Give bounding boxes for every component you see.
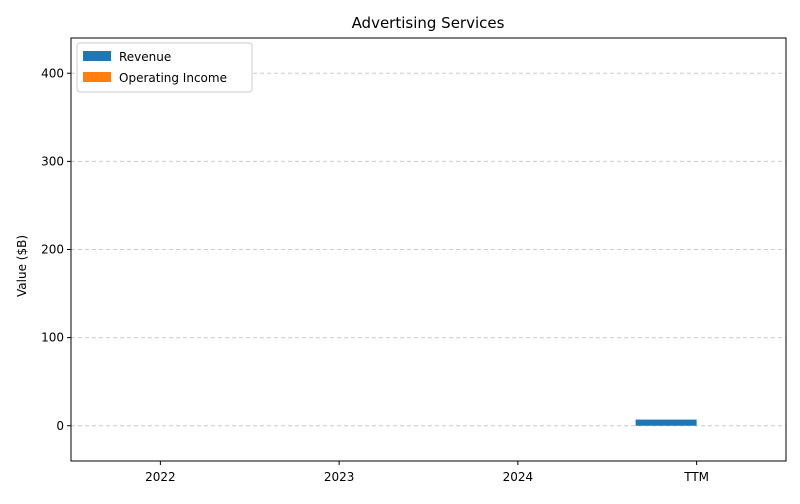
x-tick-label: 2022 [145,470,176,484]
legend-label: Revenue [119,50,171,64]
y-tick-label: 200 [41,243,64,257]
chart-title: Advertising Services [352,14,505,32]
legend-swatch [83,51,111,61]
plot-frame [70,37,787,462]
y-tick-label: 0 [56,419,64,433]
y-axis-label: Value ($B) [15,235,29,297]
legend: Revenue Operating Income [76,42,253,93]
legend-box [76,42,253,93]
bar-revenue [635,419,697,426]
legend-swatch [83,72,111,82]
x-tick-label: 2024 [503,470,534,484]
x-tick-label: TTM [683,470,709,484]
grid [71,72,786,427]
bars [635,419,697,426]
y-tick-label: 400 [41,66,64,80]
legend-label: Operating Income [119,71,227,85]
y-tick-label: 100 [41,331,64,345]
y-tick-label: 300 [41,154,64,168]
x-tick-label: 2023 [324,470,355,484]
ticks: 0 100 200 300 400 2022 2023 2024 TTM [41,66,709,484]
